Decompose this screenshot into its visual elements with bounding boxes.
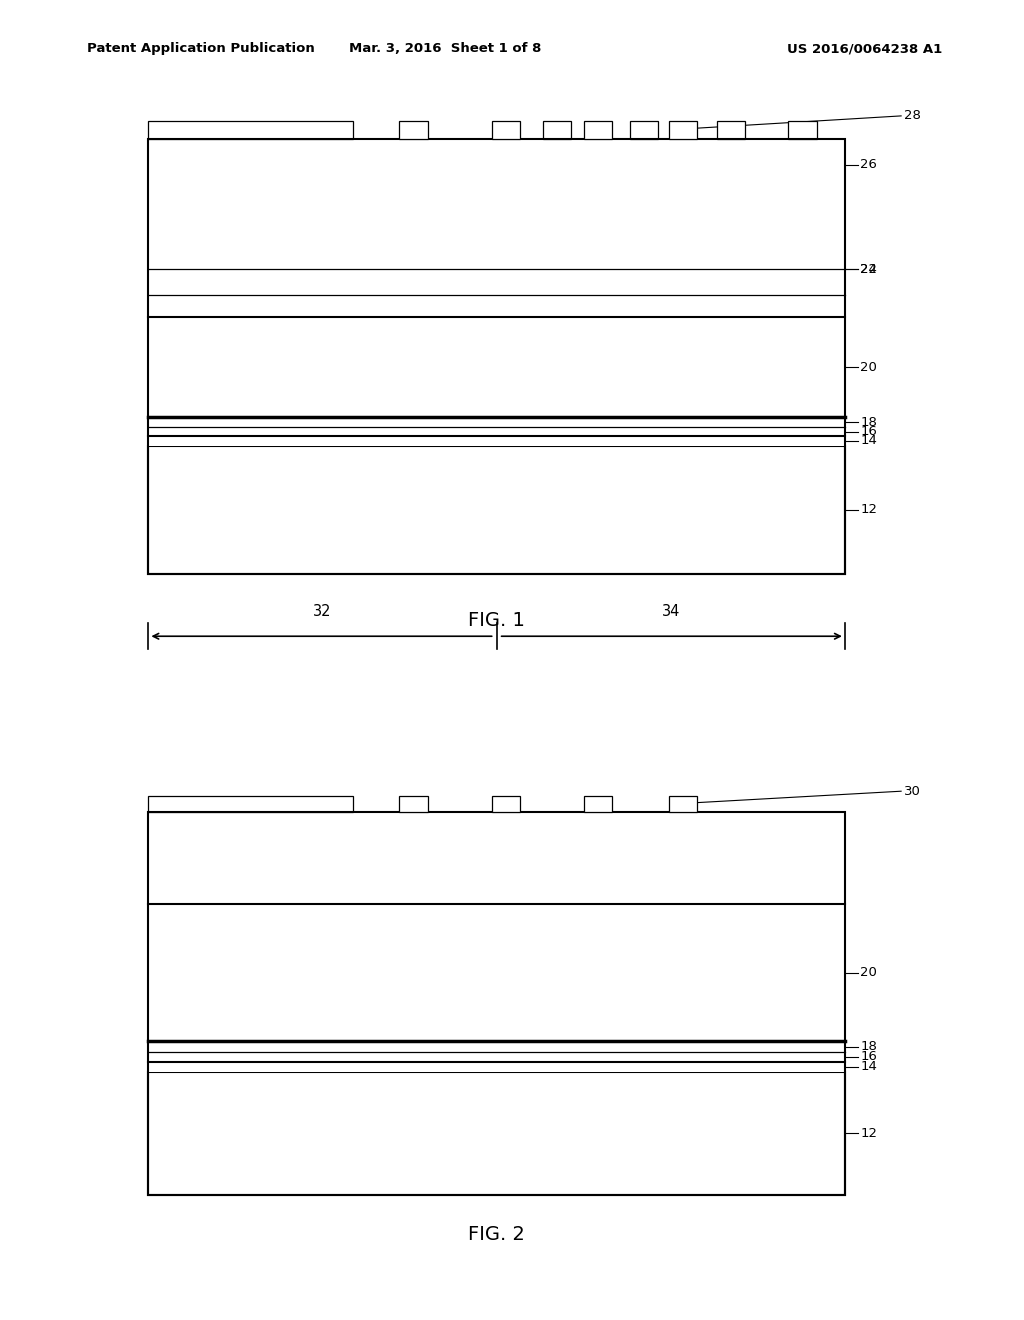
Text: 24: 24 <box>860 263 877 276</box>
Bar <box>148 317 845 417</box>
Text: Mar. 3, 2016  Sheet 1 of 8: Mar. 3, 2016 Sheet 1 of 8 <box>349 42 542 55</box>
Bar <box>584 796 612 812</box>
Text: 14: 14 <box>860 1060 877 1073</box>
Bar <box>669 796 697 812</box>
Bar <box>148 417 845 446</box>
Bar <box>399 796 428 812</box>
Text: 22: 22 <box>860 263 878 276</box>
Bar <box>148 446 845 574</box>
Text: 26: 26 <box>860 158 877 172</box>
Bar <box>543 121 571 139</box>
Bar <box>669 121 697 139</box>
Text: 18: 18 <box>860 1040 877 1053</box>
Text: 32: 32 <box>313 605 332 619</box>
Text: 28: 28 <box>904 110 921 123</box>
Text: 18: 18 <box>860 416 877 429</box>
Text: Patent Application Publication: Patent Application Publication <box>87 42 314 55</box>
Text: 12: 12 <box>860 1127 878 1140</box>
Bar <box>492 121 520 139</box>
Text: US 2016/0064238 A1: US 2016/0064238 A1 <box>786 42 942 55</box>
Bar <box>148 165 845 317</box>
Bar <box>717 121 745 139</box>
Text: FIG. 2: FIG. 2 <box>468 1225 525 1243</box>
Bar <box>148 1072 845 1195</box>
Bar <box>148 796 353 812</box>
Text: FIG. 1: FIG. 1 <box>468 611 525 630</box>
Bar <box>148 812 845 1195</box>
Text: 20: 20 <box>860 966 877 979</box>
Text: 14: 14 <box>860 434 877 447</box>
Text: 16: 16 <box>860 425 877 438</box>
Bar <box>584 121 612 139</box>
Text: 34: 34 <box>662 605 680 619</box>
Text: 20: 20 <box>860 360 877 374</box>
Bar <box>148 121 353 139</box>
Text: 12: 12 <box>860 503 878 516</box>
Bar <box>148 904 845 1041</box>
Bar <box>492 796 520 812</box>
Bar <box>148 139 845 574</box>
Bar <box>788 121 817 139</box>
Text: 30: 30 <box>904 784 921 797</box>
Bar <box>630 121 658 139</box>
Bar <box>148 1041 845 1072</box>
Text: 16: 16 <box>860 1051 877 1064</box>
Bar <box>399 121 428 139</box>
